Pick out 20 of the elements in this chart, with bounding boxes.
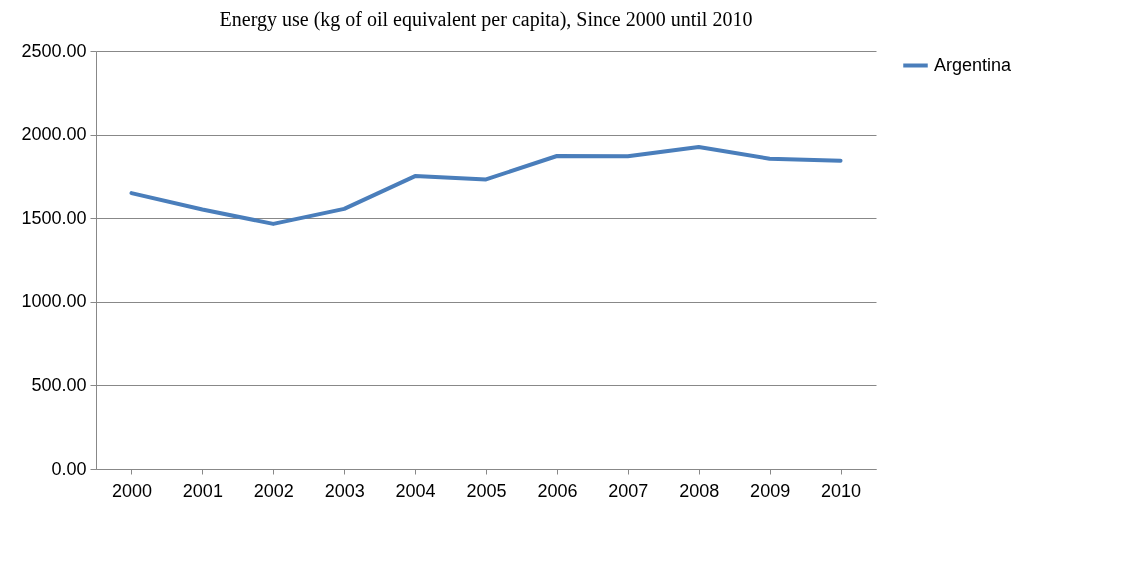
x-tick-label: 2006 <box>537 480 578 501</box>
x-tick-label: 2004 <box>395 480 436 501</box>
x-tick-label: 2003 <box>324 480 365 501</box>
x-tick-label: 2008 <box>679 480 720 501</box>
x-tick-label: 2010 <box>821 480 862 501</box>
x-tick-label: 2000 <box>111 480 152 501</box>
y-tick-label: 500.00 <box>31 374 87 395</box>
y-tick-label: 0.00 <box>51 458 87 479</box>
x-tick-label: 2002 <box>253 480 294 501</box>
legend-label: Argentina <box>934 54 1013 75</box>
chart-title: Energy use (kg of oil equivalent per capita), Since 2000 until 2010 <box>219 8 753 31</box>
y-tick-label: 1000.00 <box>21 291 87 312</box>
y-tick-label: 2000.00 <box>21 124 87 145</box>
x-tick-label: 2009 <box>750 480 791 501</box>
line-series <box>129 144 843 226</box>
y-tick-label: 1500.00 <box>21 207 87 228</box>
x-tick-label: 2007 <box>608 480 649 501</box>
x-tick-label: 2001 <box>182 480 223 501</box>
y-tick-label: 2500.00 <box>21 40 87 61</box>
x-tick-label: 2005 <box>466 480 507 501</box>
